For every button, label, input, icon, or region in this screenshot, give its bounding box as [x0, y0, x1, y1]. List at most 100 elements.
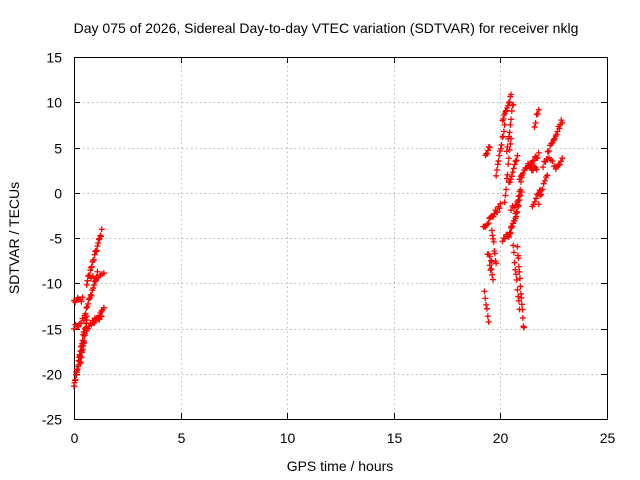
x-tick-label: 0	[71, 430, 79, 446]
data-point	[505, 155, 512, 162]
data-point	[83, 281, 90, 288]
data-point	[533, 154, 540, 161]
data-point	[80, 339, 87, 346]
data-point	[79, 294, 86, 301]
data-point	[88, 264, 95, 271]
data-point	[90, 285, 97, 292]
data-point	[484, 221, 491, 228]
data-point	[98, 226, 105, 233]
data-point	[500, 115, 507, 122]
data-point	[508, 107, 515, 114]
data-point	[533, 166, 540, 173]
data-point	[556, 125, 563, 132]
data-point	[498, 141, 505, 148]
data-point	[84, 303, 91, 310]
data-point	[490, 238, 497, 245]
data-point	[515, 255, 522, 262]
data-point	[497, 200, 504, 207]
data-point	[506, 146, 513, 153]
data-point	[536, 192, 543, 199]
data-point	[514, 243, 521, 250]
data-point	[96, 316, 103, 323]
data-point	[484, 313, 491, 320]
data-point	[500, 133, 507, 140]
data-point	[556, 161, 563, 168]
chart-title: Day 075 of 2026, Sidereal Day-to-day VTE…	[74, 20, 579, 36]
data-point	[500, 128, 507, 135]
data-point	[545, 147, 552, 154]
data-point	[531, 123, 538, 130]
data-point	[485, 318, 492, 325]
data-point	[493, 260, 500, 267]
data-point	[495, 157, 502, 164]
data-point	[84, 277, 91, 284]
data-point	[72, 376, 79, 383]
data-point	[509, 169, 516, 176]
data-point	[520, 170, 527, 177]
x-axis-label: GPS time / hours	[287, 458, 394, 474]
data-point	[486, 262, 493, 269]
data-point	[513, 208, 520, 215]
data-point	[512, 266, 519, 273]
data-point	[508, 173, 515, 180]
data-point	[496, 152, 503, 159]
y-axis-label: SDTVAR / TECUs	[6, 182, 22, 294]
data-point	[540, 164, 547, 171]
data-point	[73, 369, 80, 376]
data-point	[79, 346, 86, 353]
data-point	[489, 271, 496, 278]
data-point	[494, 161, 501, 168]
data-point	[544, 148, 551, 155]
data-point	[538, 191, 545, 198]
y-tick-label: -10	[42, 276, 62, 292]
data-point	[81, 330, 88, 337]
data-point	[518, 189, 525, 196]
data-point	[100, 270, 107, 277]
data-point	[504, 171, 511, 178]
data-point	[71, 325, 77, 332]
data-point	[529, 158, 536, 165]
data-point	[486, 253, 493, 260]
data-point	[78, 298, 85, 305]
data-point	[506, 178, 513, 185]
y-tick-label: -5	[50, 231, 63, 247]
data-point	[516, 306, 523, 313]
data-point	[518, 301, 525, 308]
data-point	[512, 202, 519, 209]
data-point	[94, 268, 101, 275]
data-point	[511, 161, 518, 168]
data-point	[554, 128, 561, 135]
data-point	[559, 155, 566, 162]
data-point	[513, 157, 520, 164]
y-tick-label: -25	[42, 412, 62, 428]
data-point	[488, 227, 495, 234]
data-point	[510, 101, 517, 108]
data-point	[486, 144, 493, 151]
data-point	[515, 263, 522, 270]
y-tick-label: -15	[42, 322, 62, 338]
data-point	[535, 201, 542, 208]
data-point	[514, 198, 521, 205]
data-point	[507, 140, 514, 147]
data-point	[520, 324, 527, 331]
data-point	[507, 176, 514, 183]
y-tick-label: 5	[54, 141, 62, 157]
data-point	[508, 223, 515, 230]
data-point	[93, 247, 100, 254]
data-point	[494, 209, 501, 216]
data-point	[517, 192, 524, 199]
data-point	[558, 117, 565, 124]
data-point	[510, 242, 517, 249]
data-point	[515, 297, 522, 304]
data-point	[97, 232, 104, 239]
data-point	[100, 304, 107, 311]
x-tick-label: 15	[387, 430, 403, 446]
x-tick-label: 10	[280, 430, 296, 446]
data-point	[493, 166, 500, 173]
data-point	[91, 251, 98, 258]
data-point	[508, 116, 515, 123]
data-point	[83, 304, 90, 311]
data-point	[510, 249, 517, 256]
data-point	[483, 301, 490, 308]
